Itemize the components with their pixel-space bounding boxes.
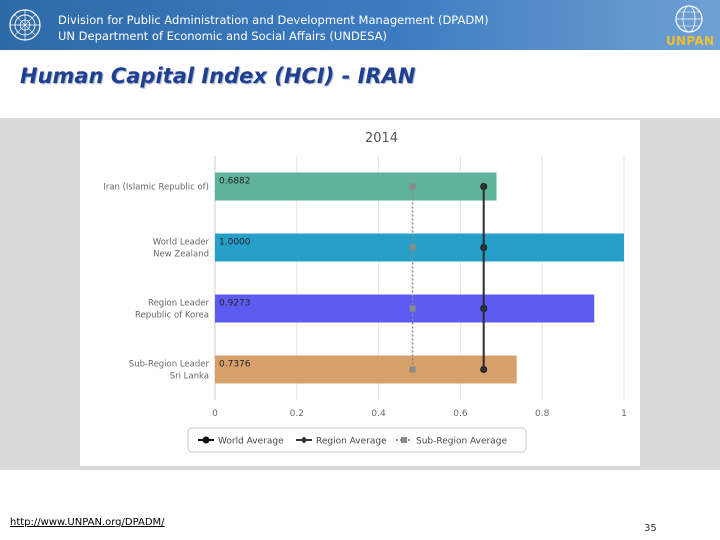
hci-chart-card: 2014 0 0.2 0.4 0.6 0.8 1 0.6882 Iran (Islamic Re… [80, 120, 640, 466]
reference-marker [480, 366, 488, 373]
chart-legend [187, 427, 527, 453]
category-label: Iran (Islamic Republic of) [103, 183, 209, 193]
x-tick-label: 1 [621, 409, 627, 419]
reference-marker [409, 305, 416, 312]
x-tick-label: 0.8 [535, 409, 550, 419]
legend-label: World Average [218, 437, 284, 447]
x-tick-label: 0 [212, 409, 218, 419]
reference-marker [409, 183, 416, 190]
category-label: Republic of Korea [135, 311, 209, 321]
bar-value-label: 1.0000 [219, 238, 251, 248]
chart-title: 2014 [365, 131, 398, 146]
x-tick-label: 0.2 [290, 409, 304, 419]
legend-marker [202, 436, 210, 444]
reference-marker [409, 244, 416, 251]
category-label: New Zealand [153, 250, 209, 260]
legend-label: Region Average [316, 437, 387, 447]
footer-unpan-link[interactable]: http://www.UNPAN.org/DPADM/ [10, 517, 165, 528]
bar [215, 355, 517, 384]
x-tick-label: 0.6 [453, 409, 468, 419]
unpan-logo: UNPAN [666, 4, 715, 48]
unpan-logo-text: UNPAN [666, 34, 715, 48]
legend-marker [300, 436, 308, 444]
x-tick-label: 0.4 [371, 409, 386, 419]
slide-header: Division for Public Administration and D… [0, 0, 720, 50]
category-label: Region Leader [148, 299, 209, 309]
reference-marker [480, 244, 488, 251]
bar-value-label: 0.7376 [219, 360, 251, 370]
un-emblem-icon [9, 9, 41, 41]
unpan-globe-icon [675, 5, 703, 33]
hci-bar-chart: 2014 0 0.2 0.4 0.6 0.8 1 0.6882 Iran (Islamic Re… [103, 131, 627, 453]
bar [215, 233, 624, 262]
legend-marker [401, 437, 407, 443]
reference-marker [480, 305, 488, 312]
bar-value-label: 0.9273 [219, 299, 251, 309]
bar [215, 172, 497, 201]
bar-value-label: 0.6882 [219, 177, 251, 187]
header-department-name: UN Department of Economic and Social Aff… [58, 29, 387, 43]
category-label: World Leader [153, 238, 210, 248]
category-label: Sub-Region Leader [129, 360, 210, 370]
page-title: Human Capital Index (HCI) - IRAN [20, 64, 416, 88]
reference-marker [409, 366, 416, 373]
reference-marker [480, 183, 488, 190]
legend-label: Sub-Region Average [416, 437, 507, 447]
page-number: 35 [644, 523, 657, 534]
bar [215, 294, 595, 323]
header-division-name: Division for Public Administration and D… [58, 13, 489, 27]
category-label: Sri Lanka [170, 372, 209, 382]
